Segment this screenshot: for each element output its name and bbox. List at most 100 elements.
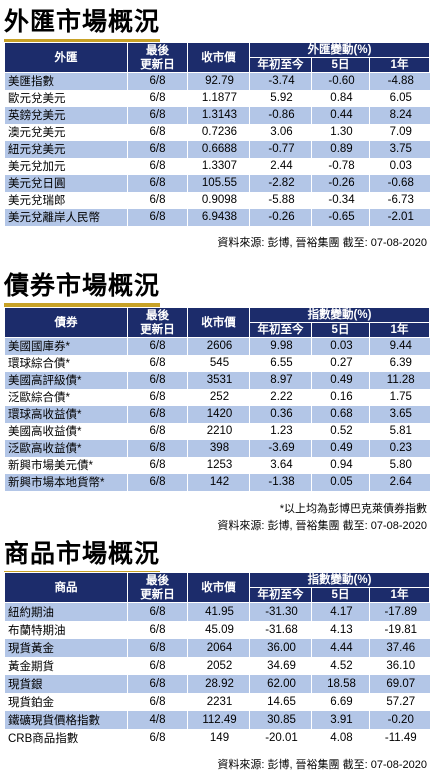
row-name: 泛歐綜合債* — [4, 388, 128, 406]
row-5d: 6.69 — [311, 692, 370, 711]
row-date: 6/8 — [127, 602, 188, 621]
row-close: 2210 — [187, 422, 250, 440]
col-header-1y: 1年 — [368, 57, 431, 73]
col-header-close: 收市價 — [187, 42, 250, 73]
row-5d: 4.17 — [311, 602, 370, 621]
row-close: 1.3143 — [187, 106, 250, 124]
table-row: 新興市場本地貨幣* 6/8 142 -1.38 0.05 2.64 — [4, 473, 430, 491]
row-ytd: -3.74 — [249, 72, 312, 90]
table-row: 新興市場美元債* 6/8 1253 3.64 0.94 5.80 — [4, 456, 430, 474]
row-date: 6/8 — [127, 123, 188, 141]
row-date: 6/8 — [127, 72, 188, 90]
row-ytd: 6.55 — [249, 354, 312, 372]
row-date: 6/8 — [127, 106, 188, 124]
row-ytd: 1.23 — [249, 422, 312, 440]
col-header-ytd: 年初至今 — [249, 322, 312, 338]
table-row: 環球綜合債* 6/8 545 6.55 0.27 6.39 — [4, 354, 430, 372]
row-name: 紐元兌美元 — [4, 140, 128, 158]
fx-title: 外匯市場概況 — [4, 2, 161, 43]
table-row: 英鎊兌美元 6/8 1.3143 -0.86 0.44 8.24 — [4, 106, 430, 124]
row-ytd: 3.64 — [249, 456, 312, 474]
row-5d: 4.52 — [311, 656, 370, 675]
row-ytd: 8.97 — [249, 371, 312, 389]
table-row: 美元兌瑞郎 6/8 0.9098 -5.88 -0.34 -6.73 — [4, 191, 430, 209]
table-row: 紐約期油 6/8 41.95 -31.30 4.17 -17.89 — [4, 602, 430, 621]
row-1y: 69.07 — [368, 674, 430, 693]
row-ytd: 5.92 — [249, 89, 312, 107]
row-close: 545 — [187, 354, 250, 372]
row-date: 4/8 — [127, 710, 188, 729]
row-close: 2606 — [187, 337, 250, 355]
row-5d: 4.44 — [311, 638, 370, 657]
row-date: 6/8 — [127, 656, 188, 675]
row-5d: -0.34 — [311, 191, 370, 209]
row-5d: 0.49 — [311, 439, 370, 457]
col-header-ytd: 年初至今 — [249, 57, 312, 73]
col-header-change-group: 外匯變動(%) — [248, 42, 431, 58]
row-1y: -2.01 — [368, 208, 430, 226]
row-1y: 0.23 — [368, 439, 430, 457]
col-header-date: 最後 更新日 — [127, 42, 188, 73]
row-ytd: 30.85 — [249, 710, 312, 729]
row-1y: 9.44 — [368, 337, 430, 355]
row-close: 41.95 — [187, 602, 250, 621]
table-row: 美國高收益債* 6/8 2210 1.23 0.52 5.81 — [4, 422, 430, 440]
row-date: 6/8 — [127, 388, 188, 406]
row-1y: 11.28 — [368, 371, 430, 389]
row-ytd: 0.36 — [249, 405, 312, 423]
row-name: 現貨鉑金 — [4, 692, 128, 711]
row-close: 0.7236 — [187, 123, 250, 141]
row-close: 3531 — [187, 371, 250, 389]
row-ytd: 3.06 — [249, 123, 312, 141]
row-name: 布蘭特期油 — [4, 620, 128, 639]
row-ytd: -2.82 — [249, 174, 312, 192]
row-date: 6/8 — [127, 456, 188, 474]
row-name: 現貨黃金 — [4, 638, 128, 657]
row-name: 美國國庫券* — [4, 337, 128, 355]
table-row: 環球高收益債* 6/8 1420 0.36 0.68 3.65 — [4, 405, 430, 423]
row-close: 142 — [187, 473, 250, 491]
commodity-source: 資料來源: 彭博, 晉裕集團 截至: 07-08-2020 — [217, 759, 427, 771]
row-5d: 0.44 — [311, 106, 370, 124]
row-1y: 37.46 — [368, 638, 430, 657]
row-1y: 6.05 — [368, 89, 430, 107]
col-header-close: 收市價 — [187, 572, 250, 603]
row-1y: 8.24 — [368, 106, 430, 124]
col-header-name: 商品 — [4, 572, 128, 603]
row-name: 泛歐高收益債* — [4, 439, 128, 457]
row-date: 6/8 — [127, 208, 188, 226]
bond-note: *以上均為彭博巴克萊債券指數 — [279, 503, 427, 515]
row-date: 6/8 — [127, 422, 188, 440]
row-ytd: 36.00 — [249, 638, 312, 657]
row-close: 1.1877 — [187, 89, 250, 107]
table-row: 泛歐高收益債* 6/8 398 -3.69 0.49 0.23 — [4, 439, 430, 457]
row-date: 6/8 — [127, 405, 188, 423]
row-5d: 0.94 — [311, 456, 370, 474]
row-close: 0.9098 — [187, 191, 250, 209]
table-row: 泛歐綜合債* 6/8 252 2.22 0.16 1.75 — [4, 388, 430, 406]
row-close: 105.55 — [187, 174, 250, 192]
col-header-5d: 5日 — [311, 57, 370, 73]
row-5d: -0.26 — [311, 174, 370, 192]
row-5d: 4.13 — [311, 620, 370, 639]
row-1y: 57.27 — [368, 692, 430, 711]
row-name: 紐約期油 — [4, 602, 128, 621]
row-ytd: 34.69 — [249, 656, 312, 675]
row-5d: 0.16 — [311, 388, 370, 406]
table-row: CRB商品指數 6/8 149 -20.01 4.08 -11.49 — [4, 728, 430, 747]
row-ytd: 9.98 — [249, 337, 312, 355]
row-close: 6.9438 — [187, 208, 250, 226]
row-5d: 18.58 — [311, 674, 370, 693]
row-name: 黃金期貨 — [4, 656, 128, 675]
col-header-name: 債券 — [4, 307, 128, 338]
row-close: 1420 — [187, 405, 250, 423]
row-close: 2231 — [187, 692, 250, 711]
row-ytd: -0.77 — [249, 140, 312, 158]
row-1y: 1.75 — [368, 388, 430, 406]
row-ytd: -31.68 — [249, 620, 312, 639]
row-1y: 36.10 — [368, 656, 430, 675]
commodity-table: 商品 最後 更新日 收市價 指數變動(%) 年初至今 5日 1年 紐約期油 6/8 4… — [4, 572, 431, 747]
col-header-date: 最後 更新日 — [127, 572, 188, 603]
row-1y: -4.88 — [368, 72, 430, 90]
row-date: 6/8 — [127, 371, 188, 389]
